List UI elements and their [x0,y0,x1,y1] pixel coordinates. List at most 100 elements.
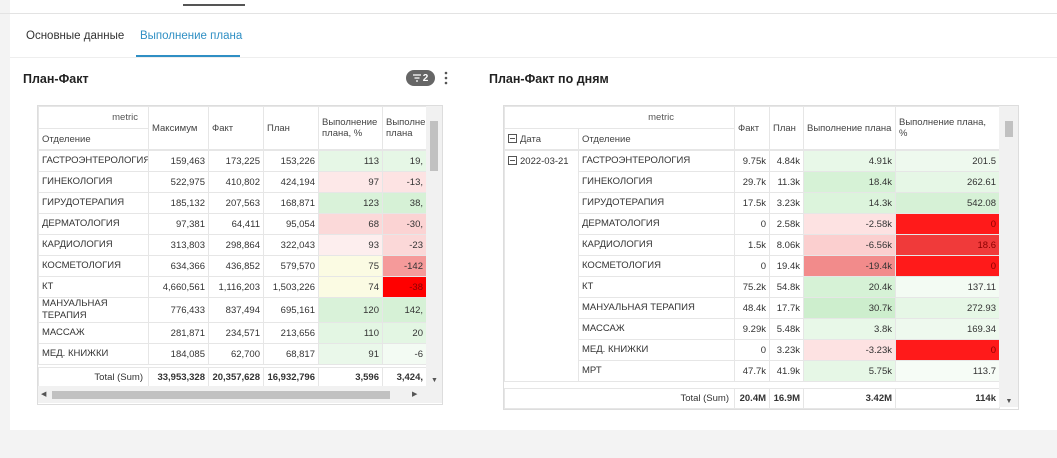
total-value: 16.9M [769,388,805,409]
value-cell: 4,660,561 [148,276,209,298]
tab-divider [10,57,1057,58]
value-cell: 0 [895,213,999,235]
value-cell: 542.08 [895,192,999,214]
scroll-arrow[interactable]: ▶ [412,391,418,398]
horizontal-scrollbar[interactable]: ◀ ▶ [38,386,442,403]
value-cell: 1.5k [734,234,770,256]
panel-title: План-Факт [23,72,89,86]
data-row: КАРДИОЛОГИЯ 1.5k 8.06k -6.56k 18.6 [505,234,999,256]
data-row: МАНУАЛЬНАЯ ТЕРАПИЯ 776,433 837,494 695,161 1… [38,297,426,323]
data-row: КОСМЕТОЛОГИЯ 634,366 436,852 579,570 75 -142 [38,255,426,277]
column-header: Выполнение плана [382,106,427,150]
row-label: КОСМЕТОЛОГИЯ [578,255,735,277]
value-cell: 142, [382,297,426,323]
table-total: Total (Sum) 33,953,328 20,357,628 16,932,79… [38,367,427,388]
data-row: ГАСТРОЭНТЕРОЛОГИЯ 159,463 173,225 153,226 11… [38,150,426,172]
collapse-icon[interactable] [508,156,517,165]
value-cell: 837,494 [208,297,264,323]
value-cell: 14.3k [803,192,896,214]
vertical-scrollbar[interactable]: ▼ [999,106,1018,407]
value-cell: 29.7k [734,171,770,193]
value-cell: 5.75k [803,360,896,382]
value-cell: 123 [318,192,383,214]
value-cell: 1,116,203 [208,276,264,298]
value-cell: 272.93 [895,297,999,319]
filter-badge[interactable]: 2 [406,70,435,86]
row-label: КАРДИОЛОГИЯ [38,234,149,256]
row-label: КТ [578,276,735,298]
pivot-table: metric Факт План Выполнение плана Выполнение… [503,105,1019,410]
value-cell: 207,563 [208,192,264,214]
row-label: МАНУАЛЬНАЯ ТЕРАПИЯ [38,297,149,323]
value-cell: 313,803 [148,234,209,256]
total-value: 3.42M [803,388,897,409]
data-row: ДЕРМАТОЛОГИЯ 97,381 64,411 95,054 68 -30, [38,213,426,235]
value-cell: -23 [382,234,426,256]
column-header: Выполнение плана, % [895,106,1000,150]
header-row: metric Максимум Факт План Выполнение плана, … [38,106,427,150]
value-cell: 93 [318,234,383,256]
collapse-icon[interactable] [508,134,517,143]
row-label: ГИНЕКОЛОГИЯ [38,171,149,193]
data-row: МЕД. КНИЖКИ 0 3.23k -3.23k 0 [505,339,999,361]
row-label: МАНУАЛЬНАЯ ТЕРАПИЯ [578,297,735,319]
vertical-scrollbar[interactable]: ▼ [426,106,442,386]
value-cell: -6.56k [803,234,896,256]
column-header: Факт [208,106,264,150]
total-value: 20,357,628 [208,367,264,388]
data-row: КТ 4,660,561 1,116,203 1,503,226 74 -38 [38,276,426,298]
value-cell: 38, [382,192,426,214]
value-cell: 9.75k [734,150,770,172]
value-cell: 54.8k [769,276,804,298]
row-label: ГИНЕКОЛОГИЯ [578,171,735,193]
value-cell: 634,366 [148,255,209,277]
data-row: ГИРУДОТЕРАПИЯ 17.5k 3.23k 14.3k 542.08 [505,192,999,214]
value-cell: -13, [382,171,426,193]
row-label: ДЕРМАТОЛОГИЯ [38,213,149,235]
menu-icon[interactable] [443,71,449,85]
tab-active[interactable]: Выполнение плана [140,30,243,42]
scroll-arrow[interactable]: ▼ [431,377,438,384]
value-cell: 120 [318,297,383,323]
total-value: 114k [895,388,1001,409]
value-cell: 436,852 [208,255,264,277]
data-row: КТ 75.2k 54.8k 20.4k 137.11 [505,276,999,298]
table-body-grid: ГАСТРОЭНТЕРОЛОГИЯ 159,463 173,225 153,226 11… [38,150,426,365]
row-label: МАССАЖ [38,322,149,344]
value-cell: 5.48k [769,318,804,340]
value-cell: -30, [382,213,426,235]
scroll-thumb[interactable] [430,121,438,171]
value-cell: 0 [734,213,770,235]
value-cell: 234,571 [208,322,264,344]
data-row: КАРДИОЛОГИЯ 313,803 298,864 322,043 93 -23 [38,234,426,256]
corner-cell: metric [38,106,149,129]
value-cell: 47.7k [734,360,770,382]
value-cell: 4.91k [803,150,896,172]
value-cell: 169.34 [895,318,999,340]
value-cell: 0 [734,339,770,361]
total-row: Total (Sum) 20.4M 16.9M 3.42M 114k [504,388,1001,409]
value-cell: -2.58k [803,213,896,235]
value-cell: 110 [318,322,383,344]
scroll-arrow[interactable]: ◀ [41,391,47,398]
value-cell: 262.61 [895,171,999,193]
scroll-thumb[interactable] [52,391,390,399]
value-cell: 19.4k [769,255,804,277]
value-cell: 20 [382,322,426,344]
scroll-thumb[interactable] [1004,121,1013,137]
value-cell: 8.06k [769,234,804,256]
data-row: МРТ 47.7k 41.9k 5.75k 113.7 [505,360,999,382]
value-cell: 0 [895,255,999,277]
column-header: Факт [734,106,770,150]
tab[interactable]: Основные данные [26,30,125,42]
data-row: МАССАЖ 281,871 234,571 213,656 110 20 [38,322,426,344]
row-label: МЕД. КНИЖКИ [38,343,149,365]
table-body: 2022-03-21 ГАСТРОЭНТЕРОЛОГИЯ 9.75k 4.84k 4.9… [504,150,999,388]
row-label: КАРДИОЛОГИЯ [578,234,735,256]
value-cell: 18.6 [895,234,999,256]
value-cell: 113.7 [895,360,999,382]
column-header: Максимум [148,106,209,150]
row-label: ГАСТРОЭНТЕРОЛОГИЯ [38,150,149,172]
value-cell: 64,411 [208,213,264,235]
scroll-arrow[interactable]: ▼ [1005,398,1013,405]
